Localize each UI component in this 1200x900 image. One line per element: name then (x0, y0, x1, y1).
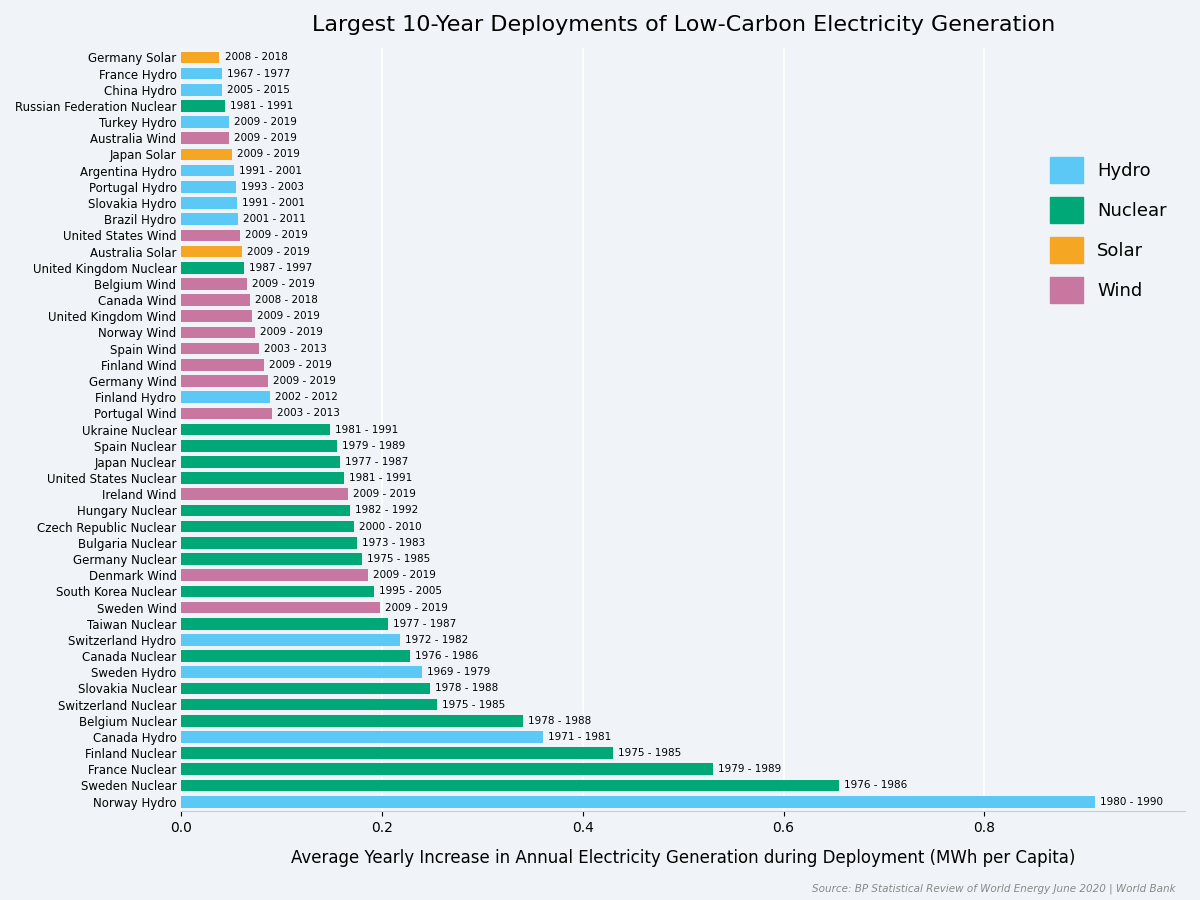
Text: 1976 - 1986: 1976 - 1986 (844, 780, 907, 790)
Text: 1979 - 1989: 1979 - 1989 (719, 764, 781, 774)
Bar (181, 698, 437, 710)
Bar (181, 84, 222, 95)
Text: 1979 - 1989: 1979 - 1989 (342, 441, 406, 451)
Text: 1981 - 1991: 1981 - 1991 (349, 473, 413, 483)
Bar (181, 554, 362, 565)
Bar (181, 618, 388, 629)
Bar (181, 359, 264, 371)
Text: 1981 - 1991: 1981 - 1991 (335, 425, 398, 435)
Bar (181, 68, 222, 79)
Text: 2009 - 2019: 2009 - 2019 (236, 149, 300, 159)
Text: Source: BP Statistical Review of World Energy June 2020 | World Bank: Source: BP Statistical Review of World E… (812, 883, 1176, 894)
Bar (181, 586, 374, 598)
Text: 2009 - 2019: 2009 - 2019 (269, 360, 331, 370)
Text: 1972 - 1982: 1972 - 1982 (406, 634, 468, 645)
Bar (181, 666, 422, 678)
Bar (181, 489, 348, 500)
Bar (181, 213, 238, 225)
Bar (181, 424, 330, 436)
Text: 1977 - 1987: 1977 - 1987 (394, 618, 456, 629)
Bar (181, 521, 354, 533)
Bar (181, 570, 368, 581)
Text: 1980 - 1990: 1980 - 1990 (1099, 796, 1163, 806)
Text: 2009 - 2019: 2009 - 2019 (259, 328, 323, 338)
Text: 1977 - 1987: 1977 - 1987 (344, 457, 408, 467)
Bar (181, 310, 252, 322)
Bar (181, 456, 340, 468)
Text: 1975 - 1985: 1975 - 1985 (443, 699, 505, 709)
Bar (181, 440, 337, 452)
Text: 2009 - 2019: 2009 - 2019 (245, 230, 307, 240)
Bar (181, 537, 356, 549)
Bar (181, 181, 235, 193)
Bar (181, 392, 270, 403)
Text: 2009 - 2019: 2009 - 2019 (272, 376, 336, 386)
Text: 1993 - 2003: 1993 - 2003 (240, 182, 304, 192)
Text: 2009 - 2019: 2009 - 2019 (246, 247, 310, 256)
Text: 1981 - 1991: 1981 - 1991 (229, 101, 293, 111)
Text: 2003 - 2013: 2003 - 2013 (277, 409, 340, 419)
Bar (181, 165, 234, 176)
Bar (181, 715, 522, 726)
Text: 2001 - 2011: 2001 - 2011 (242, 214, 306, 224)
Text: 2009 - 2019: 2009 - 2019 (385, 602, 448, 613)
Text: 1973 - 1983: 1973 - 1983 (362, 538, 425, 548)
Text: 1967 - 1977: 1967 - 1977 (227, 68, 289, 78)
Text: 1987 - 1997: 1987 - 1997 (248, 263, 312, 273)
Bar (181, 278, 246, 290)
Bar (181, 246, 241, 257)
Text: 1978 - 1988: 1978 - 1988 (436, 683, 498, 693)
Text: 2003 - 2013: 2003 - 2013 (264, 344, 326, 354)
Text: 1995 - 2005: 1995 - 2005 (379, 586, 442, 597)
Bar (181, 650, 410, 662)
Bar (181, 343, 259, 355)
Text: 2002 - 2012: 2002 - 2012 (275, 392, 337, 402)
Bar (181, 327, 254, 338)
Text: 2009 - 2019: 2009 - 2019 (234, 117, 296, 127)
Bar (181, 262, 244, 274)
Text: 1971 - 1981: 1971 - 1981 (547, 732, 611, 742)
Bar (181, 731, 542, 742)
Text: 2009 - 2019: 2009 - 2019 (353, 490, 416, 500)
Text: 2009 - 2019: 2009 - 2019 (257, 311, 319, 321)
Bar (181, 796, 1094, 807)
Text: 1975 - 1985: 1975 - 1985 (618, 748, 682, 758)
Text: 1969 - 1979: 1969 - 1979 (427, 667, 491, 677)
Text: 1976 - 1986: 1976 - 1986 (415, 651, 479, 661)
Text: 1978 - 1988: 1978 - 1988 (528, 716, 590, 725)
Bar (181, 197, 236, 209)
Bar (181, 375, 268, 387)
Text: 2008 - 2018: 2008 - 2018 (224, 52, 287, 62)
Text: 1975 - 1985: 1975 - 1985 (367, 554, 431, 564)
Legend: Hydro, Nuclear, Solar, Wind: Hydro, Nuclear, Solar, Wind (1042, 148, 1176, 312)
X-axis label: Average Yearly Increase in Annual Electricity Generation during Deployment (MWh : Average Yearly Increase in Annual Electr… (290, 849, 1075, 867)
Bar (181, 51, 220, 63)
Text: 2009 - 2019: 2009 - 2019 (373, 571, 436, 580)
Text: 2009 - 2019: 2009 - 2019 (234, 133, 296, 143)
Bar (181, 294, 250, 306)
Text: 1991 - 2001: 1991 - 2001 (241, 198, 305, 208)
Bar (181, 230, 240, 241)
Bar (181, 472, 344, 484)
Bar (181, 763, 713, 775)
Text: 1991 - 2001: 1991 - 2001 (239, 166, 301, 176)
Bar (181, 408, 271, 419)
Bar (181, 779, 839, 791)
Text: 2000 - 2010: 2000 - 2010 (359, 522, 421, 532)
Bar (181, 505, 350, 517)
Bar (181, 148, 232, 160)
Bar (181, 116, 228, 128)
Text: 2005 - 2015: 2005 - 2015 (227, 85, 289, 94)
Title: Largest 10-Year Deployments of Low-Carbon Electricity Generation: Largest 10-Year Deployments of Low-Carbo… (312, 15, 1055, 35)
Text: 2008 - 2018: 2008 - 2018 (254, 295, 318, 305)
Text: 1982 - 1992: 1982 - 1992 (355, 506, 419, 516)
Bar (181, 747, 613, 759)
Bar (181, 100, 224, 112)
Text: 2009 - 2019: 2009 - 2019 (252, 279, 314, 289)
Bar (181, 682, 431, 694)
Bar (181, 634, 400, 645)
Bar (181, 132, 228, 144)
Bar (181, 602, 380, 613)
